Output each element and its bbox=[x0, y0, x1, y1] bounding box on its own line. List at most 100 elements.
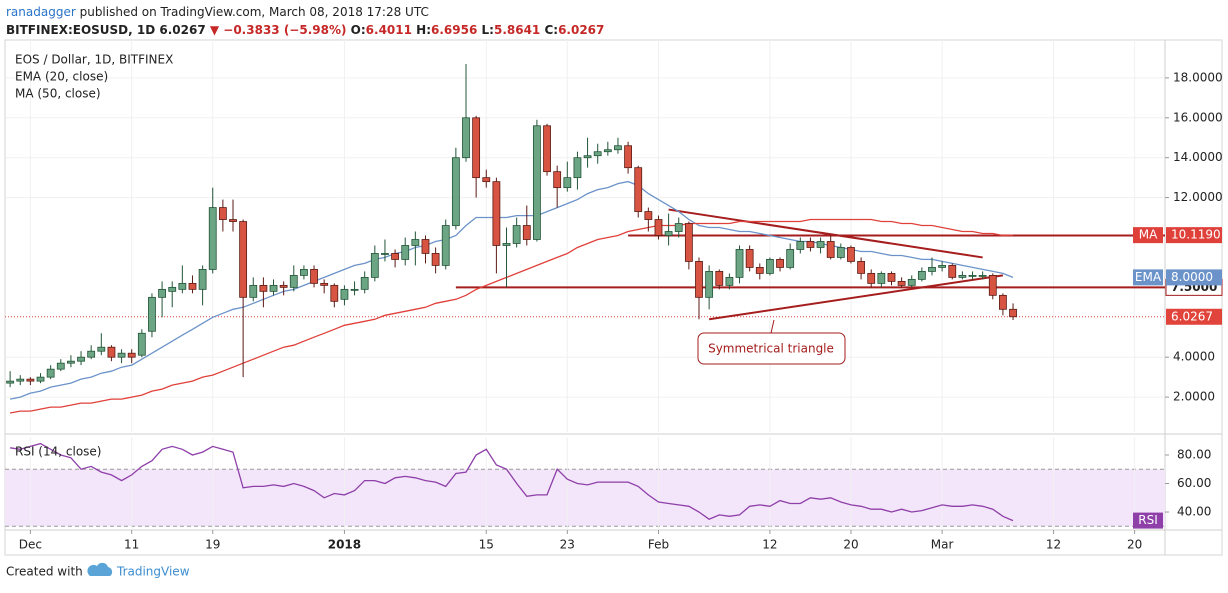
candle-body bbox=[695, 261, 703, 298]
candle-body bbox=[614, 145, 622, 151]
x-tick-label: Mar bbox=[931, 538, 954, 552]
y-tick-label: 14.0000 bbox=[1173, 150, 1223, 164]
candle-body bbox=[887, 273, 896, 282]
x-tick-label: 15 bbox=[479, 538, 494, 552]
x-tick-label: Dec bbox=[19, 538, 42, 552]
candle-body bbox=[198, 269, 207, 290]
candle-body bbox=[735, 249, 744, 278]
last-price-box bbox=[1166, 308, 1222, 325]
candle-body bbox=[948, 265, 957, 278]
candle-body bbox=[391, 253, 399, 260]
candle-body bbox=[512, 225, 521, 244]
y-tick-label: 2.0000 bbox=[1173, 390, 1215, 404]
candle-body bbox=[411, 239, 420, 246]
y-tick-label: 18.0000 bbox=[1173, 70, 1223, 84]
candle-body bbox=[988, 274, 997, 296]
x-tick-label: 23 bbox=[560, 538, 575, 552]
candle-body bbox=[745, 249, 754, 268]
candle-body bbox=[877, 273, 886, 284]
candle-body bbox=[320, 282, 329, 286]
candle-body bbox=[421, 239, 430, 254]
candle-body bbox=[543, 125, 551, 173]
x-tick-label: 20 bbox=[843, 538, 858, 552]
candle-body bbox=[867, 273, 876, 284]
ohlc-label: L: bbox=[482, 23, 494, 37]
candle-body bbox=[1009, 308, 1017, 318]
candle-body bbox=[381, 253, 389, 255]
candle-body bbox=[451, 157, 460, 226]
symbol: BITFINEX:EOSUSD, 1D bbox=[6, 23, 155, 37]
author: ranadagger bbox=[6, 5, 76, 19]
candle-body bbox=[310, 269, 318, 284]
x-tick-label: 20 bbox=[1127, 538, 1142, 552]
candle-body bbox=[87, 350, 96, 358]
candle-body bbox=[77, 356, 85, 362]
candle-body bbox=[482, 177, 491, 183]
candle-body bbox=[816, 241, 825, 248]
footer-brand[interactable]: TradingView bbox=[116, 565, 190, 579]
candle-body bbox=[715, 271, 724, 286]
series-tag-box bbox=[1133, 512, 1163, 529]
candle-body bbox=[806, 241, 815, 248]
candle-body bbox=[725, 276, 734, 286]
candle-body bbox=[705, 271, 714, 298]
series-line bbox=[9, 180, 1014, 400]
series-line bbox=[10, 442, 1014, 522]
series-value-label: 10.1190 bbox=[1171, 228, 1221, 242]
candle-body bbox=[229, 219, 237, 222]
candle-body bbox=[857, 261, 865, 274]
candle-body bbox=[340, 288, 349, 300]
trendline bbox=[668, 208, 983, 259]
candle-body bbox=[107, 346, 116, 358]
candle-body bbox=[968, 274, 977, 277]
candle-body bbox=[603, 149, 612, 153]
candle-body bbox=[441, 225, 450, 266]
x-tick-label: 19 bbox=[205, 538, 220, 552]
y-tick-label: 16.0000 bbox=[1173, 110, 1223, 124]
x-tick-label: 12 bbox=[762, 538, 777, 552]
footer-created: Created with bbox=[6, 565, 83, 579]
candle-body bbox=[279, 284, 288, 288]
candle-body bbox=[249, 284, 258, 298]
trendline bbox=[708, 274, 1004, 321]
series-value-box bbox=[1166, 227, 1222, 244]
candle-body bbox=[664, 231, 673, 236]
annotation-pointer bbox=[770, 319, 775, 334]
series-value-label: 8.0000 bbox=[1171, 270, 1213, 284]
frame bbox=[4, 39, 1223, 556]
candle-body bbox=[26, 378, 35, 382]
rsi-band bbox=[5, 469, 1165, 527]
candle-body bbox=[796, 241, 805, 250]
candle-body bbox=[674, 223, 683, 232]
candle-body bbox=[553, 171, 562, 189]
candle-body bbox=[16, 378, 25, 382]
candle-body bbox=[897, 280, 906, 286]
series-value-box bbox=[1166, 269, 1222, 286]
annotation-box bbox=[697, 332, 846, 365]
series-tag: EMA bbox=[1135, 270, 1162, 284]
candle-body bbox=[492, 181, 501, 246]
candle-body bbox=[978, 274, 987, 277]
candle-body bbox=[462, 117, 470, 159]
candle-body bbox=[634, 167, 643, 212]
candle-body bbox=[188, 282, 197, 290]
candle-body bbox=[644, 211, 653, 220]
candle-body bbox=[755, 267, 764, 274]
candle-body bbox=[137, 332, 146, 356]
last-price: 6.0267 bbox=[159, 23, 205, 37]
change: ▼ −0.3833 (−5.98%) bbox=[210, 23, 347, 37]
candle-body bbox=[330, 284, 339, 302]
candle-body bbox=[684, 223, 693, 262]
candle-body bbox=[573, 157, 582, 179]
candle-body bbox=[117, 352, 126, 358]
series-tag: MA bbox=[1139, 228, 1158, 242]
candle-body bbox=[67, 360, 75, 364]
candle-body bbox=[289, 274, 298, 288]
candle-body bbox=[847, 247, 855, 262]
candle-body bbox=[350, 288, 359, 291]
ohlc-value: 6.6956 bbox=[431, 23, 477, 37]
candle-body bbox=[502, 243, 511, 246]
candle-body bbox=[208, 207, 217, 270]
candle-body bbox=[593, 151, 602, 157]
candle-body bbox=[401, 245, 410, 260]
